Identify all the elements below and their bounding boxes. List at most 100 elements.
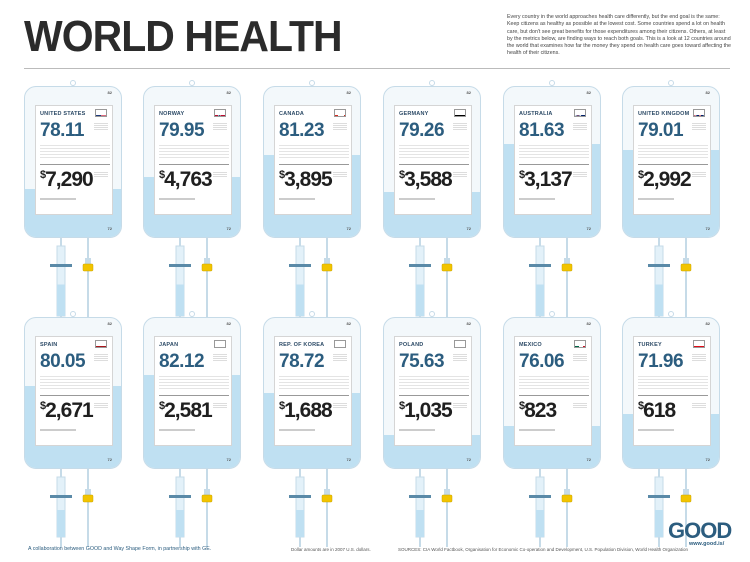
iv-tubes	[50, 467, 94, 547]
label-footnote	[40, 198, 76, 200]
iv-bag-body: 82 POLAND 75.63 $1,035 72	[383, 317, 481, 469]
bag-scale-top: 82	[466, 321, 471, 326]
iv-tubes	[169, 236, 213, 326]
health-spending-value: $618	[638, 399, 676, 423]
bag-scale-top: 82	[586, 90, 591, 95]
bag-scale-top: 82	[107, 321, 112, 326]
health-stats-lines	[638, 376, 708, 391]
bag-hanger-hole	[429, 80, 435, 86]
label-divider	[519, 395, 589, 396]
label-divider	[519, 164, 589, 165]
australia-flag	[574, 109, 586, 117]
spending-amount: 7,290	[45, 168, 94, 191]
spending-note	[692, 403, 706, 408]
spending-note	[573, 172, 587, 177]
health-stats-lines	[40, 376, 110, 391]
iv-tubes	[529, 467, 573, 547]
bag-hanger-hole	[309, 80, 315, 86]
iv-bag-body: 82 JAPAN 82.12 $2,581 72	[143, 317, 241, 469]
label-divider	[159, 395, 229, 396]
turkey-flag	[693, 340, 705, 348]
label-divider	[399, 164, 469, 165]
iv-bag-body: 82 NORWAY 79.95 $4,763 72	[143, 86, 241, 238]
health-stats-lines	[399, 376, 469, 391]
life-expectancy-value: 78.11	[40, 120, 85, 141]
label-footnote	[159, 198, 195, 200]
health-stats-lines	[638, 145, 708, 160]
health-stats-lines	[159, 376, 229, 391]
iv-tubes	[289, 467, 333, 547]
bag-scale-bottom: 72	[107, 457, 112, 462]
life-expectancy-value: 75.63	[399, 351, 445, 372]
label-footnote	[399, 429, 435, 431]
bag-scale-bottom: 72	[586, 457, 591, 462]
spending-note	[94, 172, 108, 177]
currency-symbol: $	[40, 400, 46, 412]
life-expectancy-note	[213, 354, 227, 362]
country-name: REP. OF KOREA	[279, 342, 325, 348]
currency-symbol: $	[279, 169, 285, 181]
spending-amount: 823	[524, 399, 557, 422]
life-expectancy-value: 81.23	[279, 120, 325, 141]
country-name: JAPAN	[159, 342, 179, 348]
life-expectancy-note	[213, 123, 227, 131]
life-expectancy-value: 81.63	[519, 120, 565, 141]
page-title: WORLD HEALTH	[24, 12, 343, 61]
iv-bag-body: 82 TURKEY 71.96 $618 72	[622, 317, 720, 469]
life-expectancy-value: 79.01	[638, 120, 684, 141]
collaboration-note: A collaboration between GOOD and Way Sha…	[28, 546, 212, 552]
iv-bag-body: 82 AUSTRALIA 81.63 $3,137 72	[503, 86, 601, 238]
bag-scale-top: 82	[705, 321, 710, 326]
germany-flag	[454, 109, 466, 117]
life-expectancy-note	[94, 354, 108, 362]
bag-scale-bottom: 72	[226, 457, 231, 462]
currency-symbol: $	[159, 400, 165, 412]
health-spending-value: $3,137	[519, 168, 573, 192]
bag-hanger-hole	[309, 311, 315, 317]
bag-scale-bottom: 72	[346, 226, 351, 231]
health-spending-value: $4,763	[159, 168, 213, 192]
life-expectancy-value: 79.95	[159, 120, 205, 141]
spending-amount: 4,763	[164, 168, 213, 191]
spending-note	[213, 403, 227, 408]
spending-note	[333, 403, 347, 408]
japan-flag	[214, 340, 226, 348]
health-stats-lines	[279, 376, 349, 391]
bag-scale-top: 82	[226, 321, 231, 326]
korea-flag	[334, 340, 346, 348]
bag-scale-bottom: 72	[466, 457, 471, 462]
label-divider	[40, 164, 110, 165]
uk-flag	[693, 109, 705, 117]
currency-symbol: $	[519, 400, 525, 412]
good-url-link[interactable]: www.good.is/	[689, 541, 725, 547]
country-label-card: UNITED STATES 78.11 $7,290	[35, 105, 113, 215]
bag-scale-bottom: 72	[705, 457, 710, 462]
country-name: MEXICO	[519, 342, 542, 348]
iv-tubes	[289, 236, 333, 326]
label-divider	[279, 395, 349, 396]
bag-scale-bottom: 72	[346, 457, 351, 462]
bag-hanger-hole	[189, 311, 195, 317]
iv-bag-body: 82 SPAIN 80.05 $2,671 72	[24, 317, 122, 469]
spending-amount: 2,671	[45, 399, 94, 422]
iv-bag-body: 82 UNITED STATES 78.11 $7,290 72	[24, 86, 122, 238]
label-footnote	[159, 429, 195, 431]
currency-symbol: $	[399, 169, 405, 181]
label-footnote	[638, 198, 674, 200]
bag-hanger-hole	[668, 311, 674, 317]
label-divider	[279, 164, 349, 165]
bag-scale-top: 82	[346, 90, 351, 95]
spending-amount: 1,688	[284, 399, 333, 422]
label-divider	[159, 164, 229, 165]
bag-scale-bottom: 72	[705, 226, 710, 231]
mexico-flag	[574, 340, 586, 348]
spending-note	[573, 403, 587, 408]
spending-note	[213, 172, 227, 177]
country-name: NORWAY	[159, 111, 185, 117]
country-label-card: CANADA 81.23 $3,895	[274, 105, 352, 215]
spending-amount: 3,137	[524, 168, 573, 191]
currency-symbol: $	[159, 169, 165, 181]
iv-tubes	[409, 467, 453, 547]
iv-bag-body: 82 REP. OF KOREA 78.72 $1,688 72	[263, 317, 361, 469]
iv-tubes	[648, 467, 692, 547]
